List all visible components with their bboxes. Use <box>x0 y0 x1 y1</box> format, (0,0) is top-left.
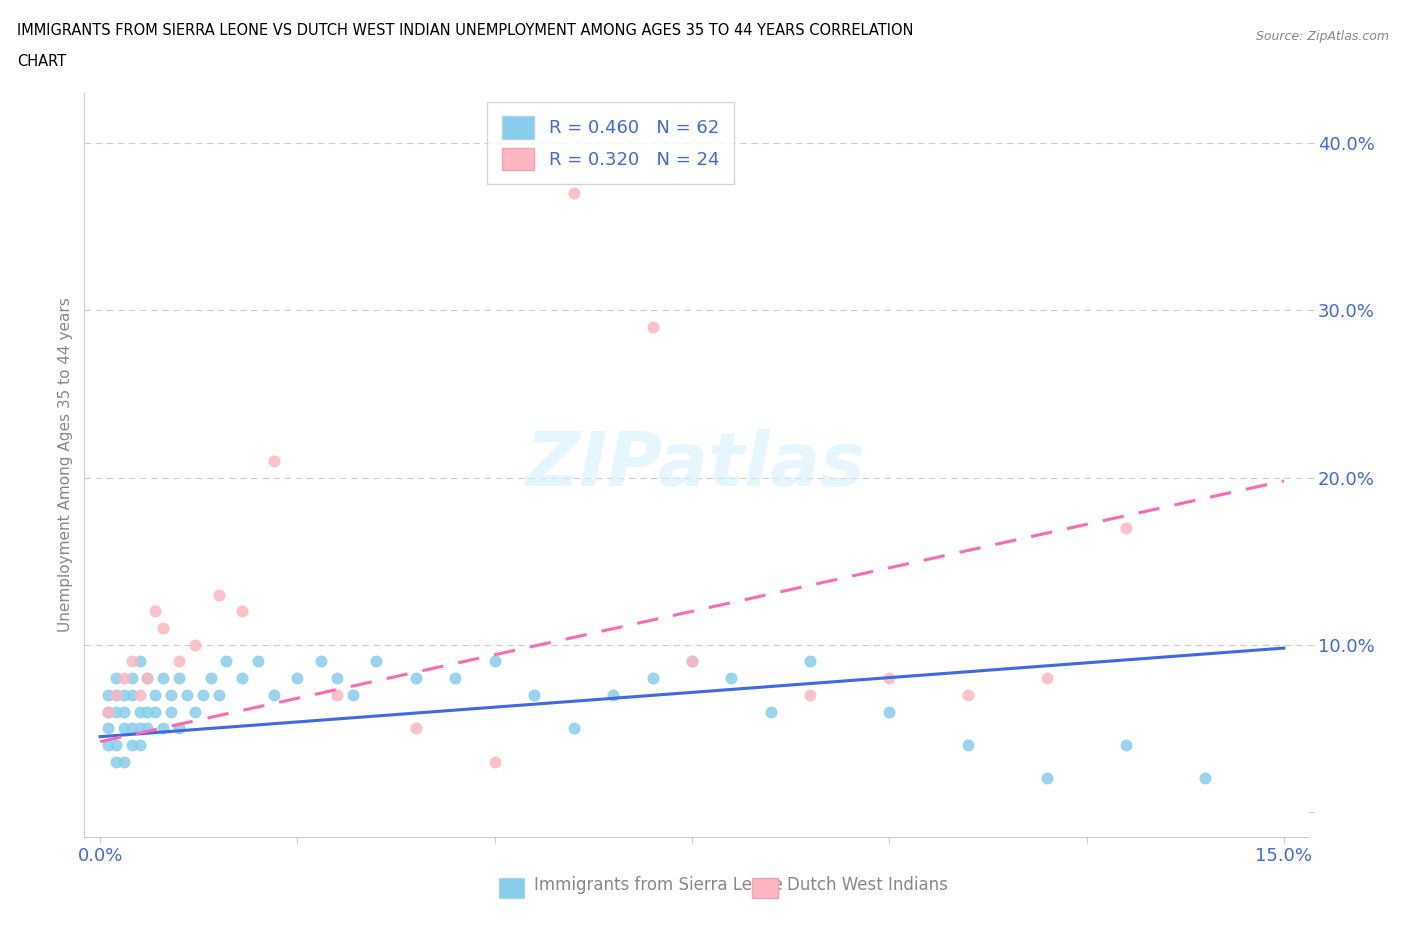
Text: Immigrants from Sierra Leone: Immigrants from Sierra Leone <box>534 876 783 895</box>
Point <box>160 687 183 702</box>
Point <box>957 737 980 752</box>
Point <box>326 671 349 685</box>
Point <box>104 754 127 769</box>
Point <box>287 671 309 685</box>
Point <box>152 721 174 736</box>
Point <box>145 604 167 618</box>
Point <box>405 671 427 685</box>
Point <box>799 654 821 669</box>
Point <box>121 671 143 685</box>
Point <box>562 721 585 736</box>
Point <box>263 687 285 702</box>
Text: Dutch West Indians: Dutch West Indians <box>787 876 948 895</box>
Point <box>366 654 388 669</box>
Point <box>145 704 167 719</box>
Point <box>191 687 214 702</box>
Point <box>112 721 135 736</box>
Point <box>167 654 190 669</box>
Point <box>97 737 120 752</box>
Point <box>184 704 207 719</box>
Point <box>1036 771 1059 786</box>
Point <box>681 654 703 669</box>
Point <box>136 671 159 685</box>
Legend: R = 0.460   N = 62, R = 0.320   N = 24: R = 0.460 N = 62, R = 0.320 N = 24 <box>486 102 734 184</box>
Point <box>136 671 159 685</box>
Text: ZIPatlas: ZIPatlas <box>526 429 866 501</box>
Point <box>136 721 159 736</box>
Point <box>112 687 135 702</box>
Point <box>112 754 135 769</box>
Point <box>562 186 585 201</box>
Point <box>104 687 127 702</box>
Y-axis label: Unemployment Among Ages 35 to 44 years: Unemployment Among Ages 35 to 44 years <box>58 298 73 632</box>
Point <box>641 671 664 685</box>
Point <box>799 687 821 702</box>
Point <box>176 687 198 702</box>
Point <box>444 671 467 685</box>
Point <box>879 671 901 685</box>
Point <box>104 671 127 685</box>
Point <box>128 737 150 752</box>
Text: Source: ZipAtlas.com: Source: ZipAtlas.com <box>1256 30 1389 43</box>
Point <box>326 687 349 702</box>
Point <box>641 320 664 335</box>
Point <box>759 704 782 719</box>
Point <box>720 671 742 685</box>
Point <box>152 671 174 685</box>
Point <box>112 671 135 685</box>
Point <box>184 637 207 652</box>
Point <box>112 704 135 719</box>
Point <box>136 704 159 719</box>
Point <box>97 721 120 736</box>
Point <box>484 754 506 769</box>
Point <box>200 671 222 685</box>
Point <box>167 671 190 685</box>
Point <box>957 687 980 702</box>
Point <box>246 654 269 669</box>
Point <box>1036 671 1059 685</box>
Point <box>128 654 150 669</box>
Point <box>231 604 253 618</box>
Point <box>879 704 901 719</box>
Point <box>405 721 427 736</box>
Point <box>152 620 174 635</box>
Point <box>121 687 143 702</box>
Point <box>207 587 229 602</box>
Point <box>523 687 546 702</box>
Point <box>97 687 120 702</box>
Text: IMMIGRANTS FROM SIERRA LEONE VS DUTCH WEST INDIAN UNEMPLOYMENT AMONG AGES 35 TO : IMMIGRANTS FROM SIERRA LEONE VS DUTCH WE… <box>17 23 914 38</box>
Point <box>484 654 506 669</box>
Text: CHART: CHART <box>17 54 66 69</box>
Point <box>128 704 150 719</box>
Point <box>104 687 127 702</box>
Point <box>342 687 364 702</box>
Point <box>263 454 285 469</box>
Point <box>128 721 150 736</box>
Point <box>215 654 238 669</box>
Point <box>121 737 143 752</box>
Point <box>207 687 229 702</box>
Point <box>1115 520 1137 535</box>
Point <box>309 654 332 669</box>
Point <box>121 721 143 736</box>
Point <box>104 704 127 719</box>
Point <box>97 704 120 719</box>
Point <box>1115 737 1137 752</box>
Point <box>231 671 253 685</box>
Point <box>602 687 624 702</box>
Point <box>121 654 143 669</box>
Point <box>1194 771 1216 786</box>
Point <box>160 704 183 719</box>
Point <box>128 687 150 702</box>
Point <box>104 737 127 752</box>
Point <box>145 687 167 702</box>
Point <box>97 704 120 719</box>
Point <box>681 654 703 669</box>
Point <box>167 721 190 736</box>
